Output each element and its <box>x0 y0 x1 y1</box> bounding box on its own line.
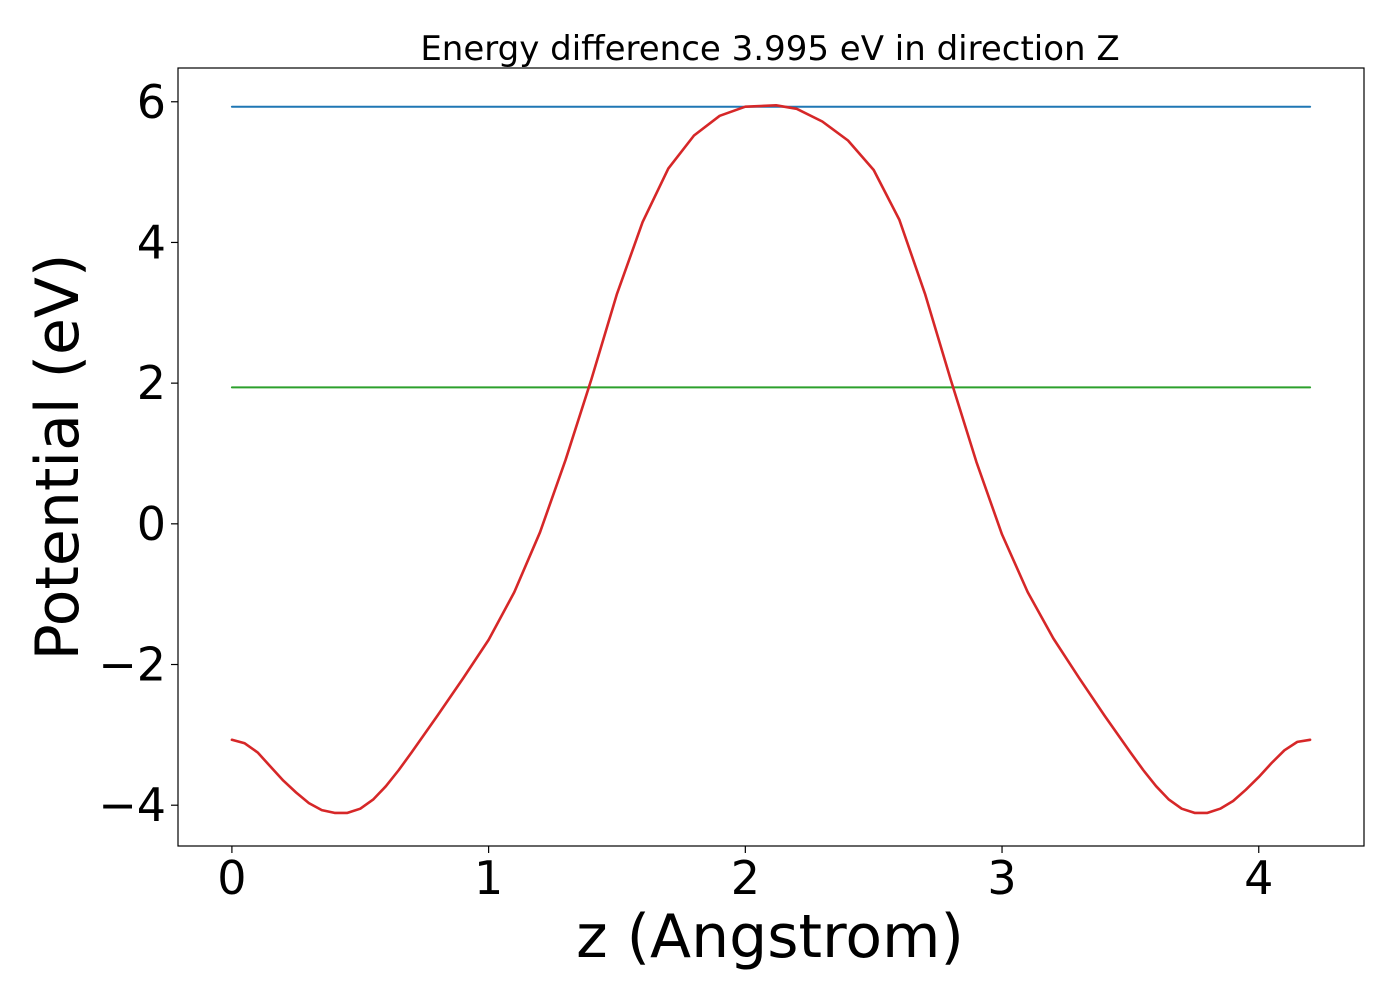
x-tick-label: 3 <box>987 851 1016 905</box>
y-axis-ticks: −4 −2 0 2 4 6 <box>98 75 178 832</box>
x-axis-ticks: 0 1 2 3 4 <box>217 846 1273 905</box>
y-tick-label: −2 <box>98 638 166 692</box>
y-tick-label: 2 <box>137 356 166 410</box>
x-tick-label: 1 <box>474 851 503 905</box>
y-tick-label: 0 <box>137 497 166 551</box>
y-tick-label: 6 <box>137 75 166 129</box>
series-layer <box>230 104 1312 815</box>
plot-area-frame <box>177 67 1365 847</box>
x-tick-label: 4 <box>1244 851 1273 905</box>
y-tick-label: −4 <box>98 778 166 832</box>
chart-title: Energy difference 3.995 eV in direction … <box>420 29 1119 69</box>
y-tick-label: 4 <box>137 215 166 269</box>
series-line-2 <box>230 104 1312 815</box>
x-tick-label: 2 <box>731 851 760 905</box>
y-axis-label: Potential (eV) <box>23 254 93 661</box>
x-axis-label: z (Angstrom) <box>576 902 964 972</box>
x-tick-label: 0 <box>217 851 246 905</box>
